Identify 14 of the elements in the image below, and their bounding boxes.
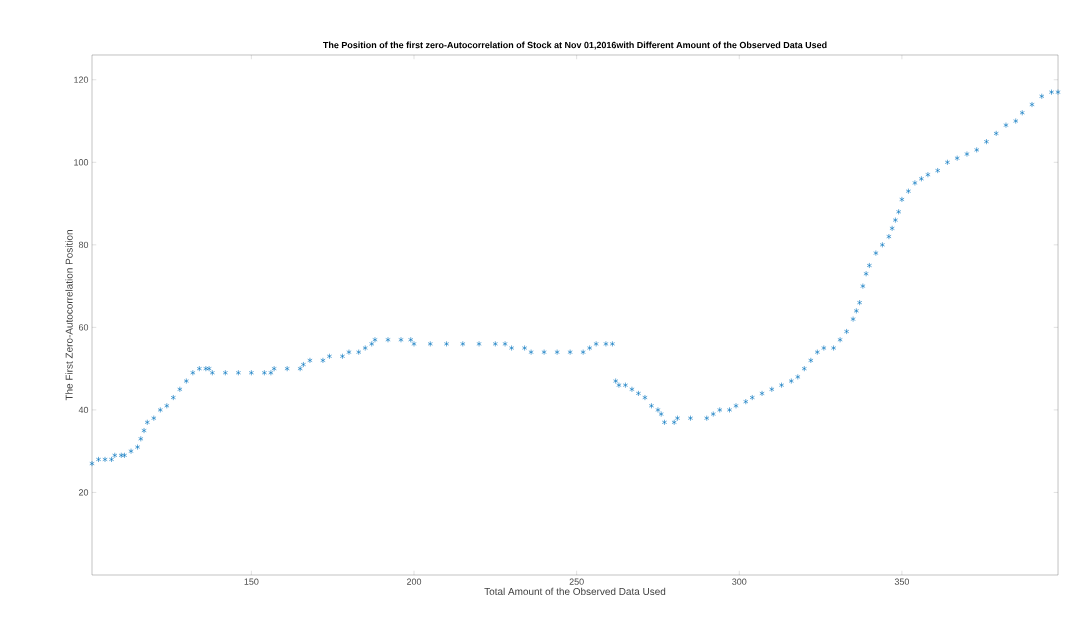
x-tick-label: 350 bbox=[894, 578, 910, 585]
x-tick-label: 250 bbox=[569, 578, 584, 585]
y-tick-label: 60 bbox=[78, 324, 89, 331]
y-tick-label: 40 bbox=[78, 406, 89, 414]
y-tick-label: 80 bbox=[78, 241, 89, 249]
x-tick-label: 200 bbox=[406, 578, 422, 585]
y-tick-label: 120 bbox=[74, 76, 89, 83]
x-tick-label: 150 bbox=[244, 578, 259, 585]
chart-title: The Position of the first zero-Autocorrelation of Stock at Nov 01,2016with Different Amount of the Observed Data Used bbox=[323, 41, 827, 50]
x-axis-title: Total Amount of the Observed Data Used bbox=[484, 587, 666, 596]
y-axis-title: The First Zero-Autocorrelation Position bbox=[65, 230, 73, 401]
y-tick-label: 100 bbox=[74, 159, 89, 166]
x-tick-label: 300 bbox=[732, 578, 747, 585]
y-tick-label: 20 bbox=[78, 489, 89, 496]
